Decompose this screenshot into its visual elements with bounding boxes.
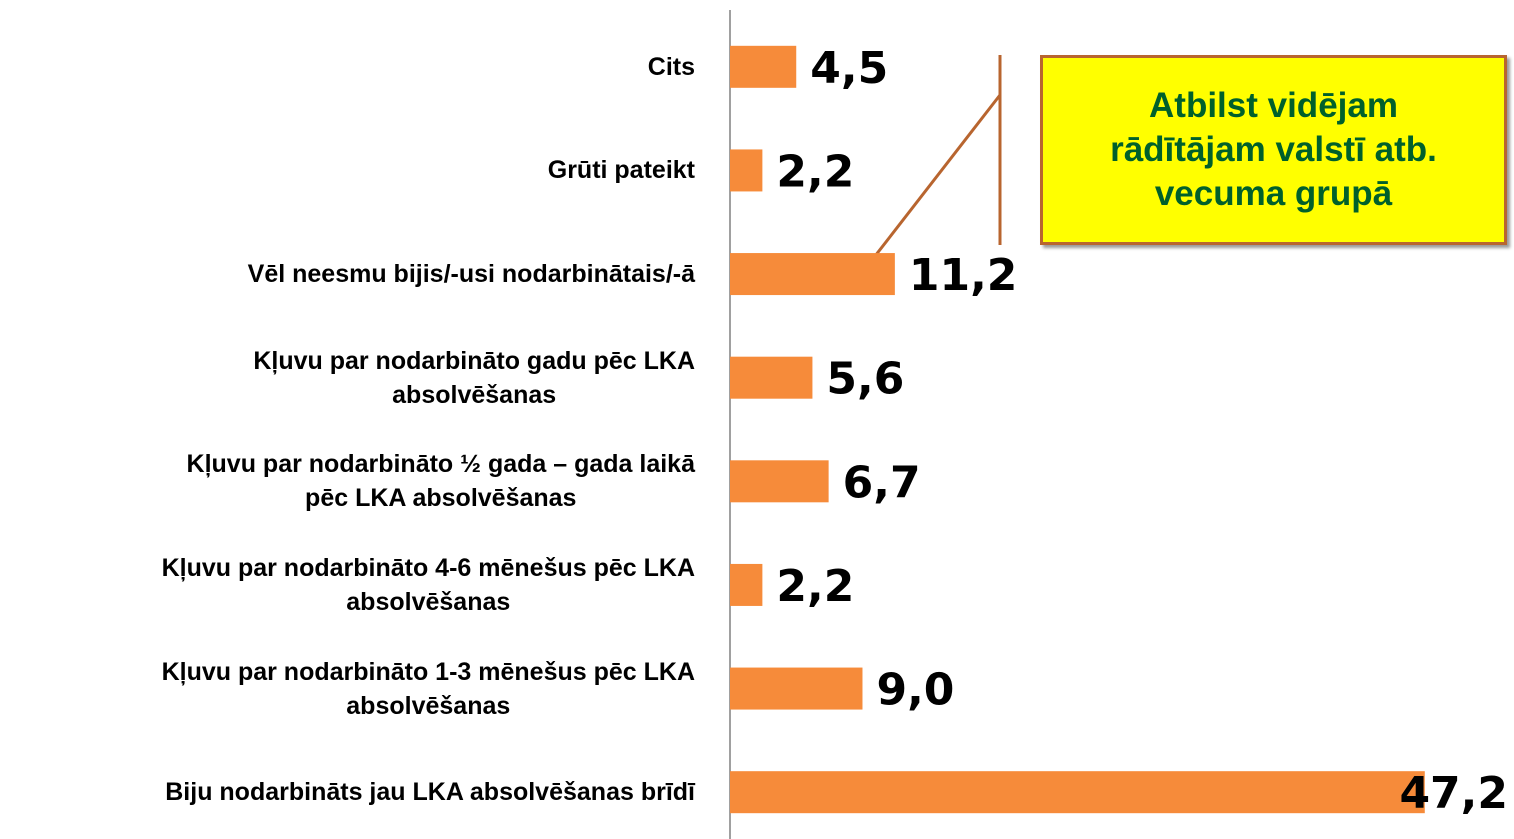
value-label: 6,7 xyxy=(843,457,921,508)
value-label: 5,6 xyxy=(826,354,904,405)
value-label: 11,2 xyxy=(909,250,1018,301)
value-label: 4,5 xyxy=(810,43,888,94)
bar xyxy=(730,771,1425,814)
bar xyxy=(730,45,797,88)
callout-line xyxy=(856,94,1002,279)
bar xyxy=(730,149,763,192)
bar xyxy=(730,356,813,399)
category-label: Kļuvu par nodarbināto 1-3 mēnešus pēc LK… xyxy=(161,657,695,720)
bar xyxy=(730,563,763,606)
category-label: Vēl neesmu bijis/-usi nodarbinātais/-ā xyxy=(247,260,695,289)
category-label: Cits xyxy=(647,52,695,81)
value-label: 9,0 xyxy=(876,665,954,716)
category-label: Biju nodarbināts jau LKA absolvēšanas br… xyxy=(165,778,695,807)
bar xyxy=(730,253,895,296)
bar xyxy=(730,667,863,710)
value-label: 2,2 xyxy=(776,146,854,197)
category-label: Kļuvu par nodarbināto ½ gada – gada laik… xyxy=(186,450,695,513)
value-label: 47,2 xyxy=(1399,768,1508,819)
category-label: Grūti pateikt xyxy=(547,156,695,185)
category-label: Kļuvu par nodarbināto gadu pēc LKA absol… xyxy=(253,346,695,409)
value-label: 2,2 xyxy=(776,561,854,612)
category-label: Kļuvu par nodarbināto 4-6 mēnešus pēc LK… xyxy=(161,553,695,616)
annotation: Atbilst vidējam rādītājam valstī atb. ve… xyxy=(1040,55,1507,245)
bar xyxy=(730,460,829,503)
